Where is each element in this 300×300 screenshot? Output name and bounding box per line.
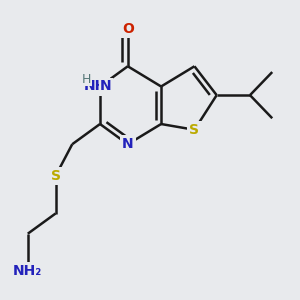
Text: NH: NH	[84, 80, 107, 94]
Text: N: N	[122, 137, 134, 151]
Text: S: S	[51, 169, 61, 183]
Text: O: O	[122, 22, 134, 36]
Text: NH₂: NH₂	[13, 264, 42, 278]
Text: N: N	[100, 80, 112, 94]
Text: H: H	[82, 73, 92, 85]
Text: S: S	[189, 123, 200, 137]
